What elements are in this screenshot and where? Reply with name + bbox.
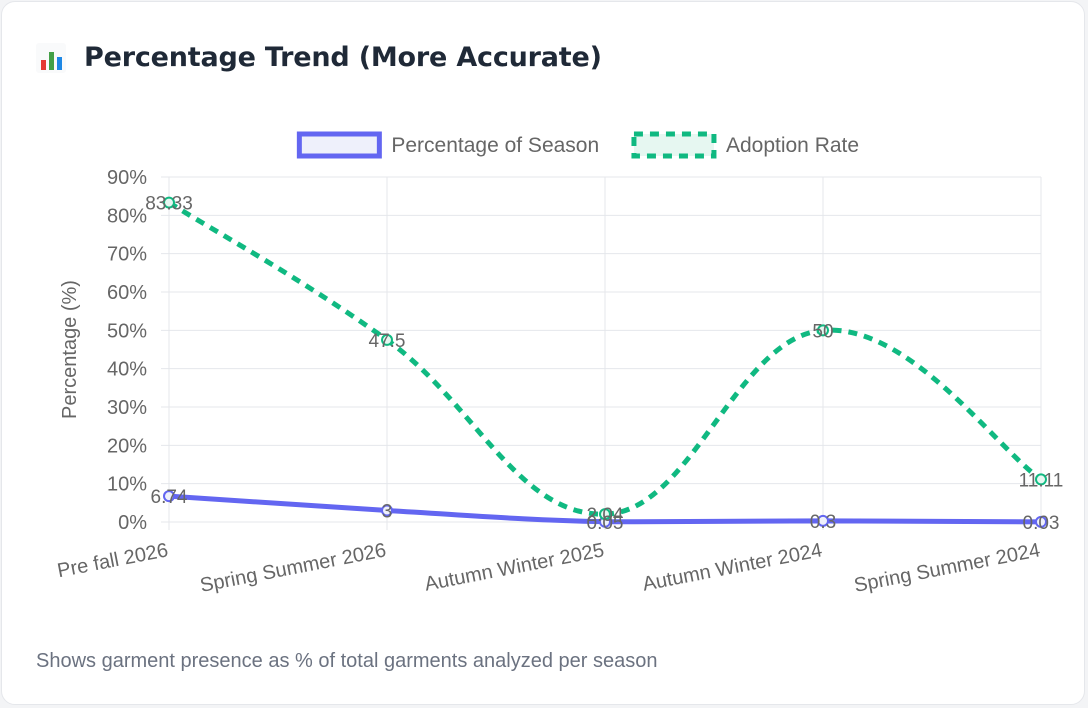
series-1-data-label: 0.03 — [1023, 513, 1060, 534]
x-tick-label: Spring Summer 2026 — [198, 539, 388, 597]
y-tick-label: 30% — [107, 397, 147, 419]
x-tick-label: Pre fall 2026 — [56, 539, 170, 582]
series-2-point — [817, 324, 829, 337]
series-1-point — [817, 514, 829, 527]
y-tick-label: 0% — [118, 512, 147, 534]
series-2-point — [1035, 473, 1047, 486]
y-tick-label: 70% — [107, 244, 147, 266]
y-tick-label: 90% — [107, 167, 147, 189]
series-1-point — [163, 490, 175, 503]
series-2-data-label: 50 — [812, 321, 833, 342]
series-1-point — [1035, 515, 1047, 528]
label-layer: 6.74 3 0.05 0.3 0.03 83.33 47.5 2.04 50 11.11 — [145, 194, 1063, 534]
chart-footnote: Shows garment presence as % of total gar… — [36, 650, 658, 672]
y-tick-label: 10% — [107, 474, 147, 496]
legend-label-2: Adoption Rate — [726, 134, 859, 157]
series-2-data-label: 83.33 — [145, 194, 193, 215]
x-tick-label: Autumn Winter 2024 — [641, 539, 824, 595]
legend-label-1: Percentage of Season — [391, 134, 599, 157]
legend-swatch-1 — [296, 131, 382, 159]
title-row: Percentage Trend (More Accurate) — [36, 42, 602, 73]
series-2-data-label: 47.5 — [369, 331, 406, 352]
bar-chart-icon — [36, 42, 66, 73]
legend-layer: Percentage of Season Adoption Rate — [296, 131, 859, 159]
series-2-point — [163, 196, 175, 209]
y-tick-label: 20% — [107, 435, 147, 457]
y-axis-title: Percentage (%) — [59, 280, 81, 419]
series-layer — [163, 196, 1047, 528]
x-tick-label: Spring Summer 2024 — [852, 539, 1042, 597]
series-1-data-label: 6.74 — [151, 487, 188, 508]
y-tick-label: 40% — [107, 359, 147, 381]
series-1-data-label: 0.3 — [810, 512, 836, 533]
legend-swatch-2 — [631, 131, 717, 159]
series-1-data-label: 3 — [382, 502, 393, 523]
y-tick-label: 60% — [107, 282, 147, 304]
series-2-point — [381, 333, 393, 346]
series-1-point — [381, 504, 393, 517]
grid-layer: 0% 10% 20% 30% 40% 50% 60% 70% 80% 90% Pre fall 20… — [56, 167, 1042, 597]
y-tick-label: 50% — [107, 320, 147, 342]
chart-title: Percentage Trend (More Accurate) — [84, 42, 602, 73]
y-tick-label: 80% — [107, 205, 147, 227]
series-2-point — [599, 508, 611, 521]
x-tick-label: Autumn Winter 2025 — [423, 539, 606, 595]
series-2-data-label: 11.11 — [1019, 470, 1064, 491]
series-2-data-label: 2.04 — [587, 505, 624, 526]
series-1-data-label: 0.05 — [587, 513, 624, 534]
